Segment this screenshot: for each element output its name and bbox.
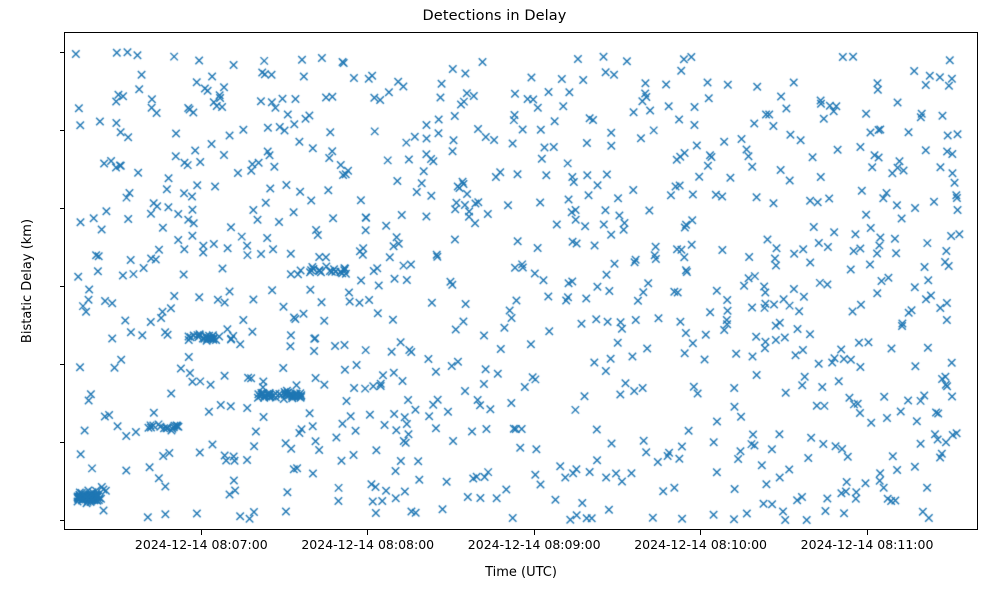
x-tick-label: 2024-12-14 08:09:00 <box>467 537 601 552</box>
scatter-points-layer <box>65 33 977 529</box>
y-tick-mark <box>59 207 64 209</box>
y-tick-mark <box>59 363 64 365</box>
x-tick-mark <box>200 530 202 535</box>
x-tick-label: 2024-12-14 08:07:00 <box>134 537 268 552</box>
chart-title: Detections in Delay <box>422 8 567 24</box>
x-tick-label: 2024-12-14 08:11:00 <box>800 537 934 552</box>
x-tick-mark <box>866 530 868 535</box>
x-tick-mark <box>533 530 535 535</box>
y-axis-tick-labels: 0102030405060 <box>0 0 58 590</box>
plot-area <box>64 32 978 530</box>
x-tick-label: 2024-12-14 08:10:00 <box>634 537 767 552</box>
x-axis-label: Time (UTC) <box>485 565 557 580</box>
y-tick-mark <box>59 285 64 287</box>
x-tick-mark <box>367 530 369 535</box>
y-tick-mark <box>59 129 64 131</box>
x-tick-mark <box>700 530 702 535</box>
y-tick-mark <box>59 51 64 53</box>
y-tick-mark <box>59 441 64 443</box>
x-tick-label: 2024-12-14 08:08:00 <box>301 537 435 552</box>
y-tick-mark <box>59 519 64 521</box>
